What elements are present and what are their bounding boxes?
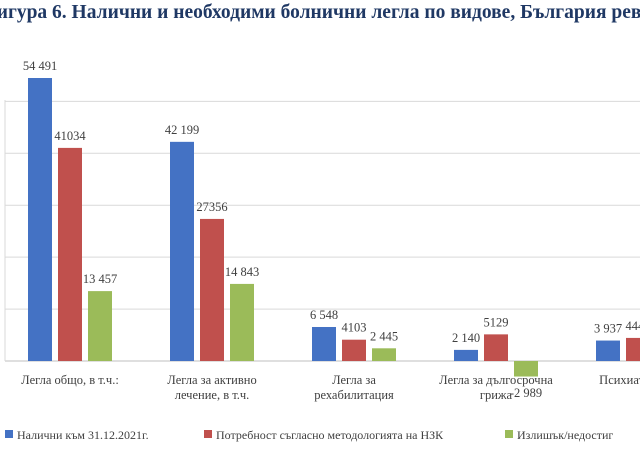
- data-label: 4103: [342, 321, 367, 335]
- data-label: 2 445: [370, 329, 398, 343]
- data-label: 41034: [54, 129, 86, 143]
- bar: [58, 147, 82, 361]
- bar: [200, 218, 224, 361]
- bar: [372, 348, 396, 361]
- legend-label: Потребност съгласно методологията на НЗК: [216, 428, 444, 442]
- data-label: 5129: [484, 315, 509, 329]
- data-label: -2 989: [510, 386, 542, 400]
- category-label: Психиатрични: [599, 373, 640, 387]
- data-label: 54 491: [23, 59, 57, 73]
- data-label: 14 843: [225, 265, 259, 279]
- category-label: Легла за дългосрочна: [439, 373, 553, 387]
- bar: [170, 141, 194, 361]
- bar: [484, 334, 508, 361]
- bar: [312, 326, 336, 361]
- bar: [342, 339, 366, 361]
- bar: [596, 340, 620, 361]
- legend-swatch: [5, 430, 13, 438]
- data-label: 42 199: [165, 123, 199, 137]
- data-label: 27356: [196, 200, 227, 214]
- legend-swatch: [204, 430, 212, 438]
- category-label: Легла общо, в т.ч.:: [21, 373, 119, 387]
- bar: [514, 361, 538, 377]
- data-label: 2 140: [452, 331, 480, 345]
- legend-label: Налични към 31.12.2021г.: [17, 428, 149, 442]
- category-label: грижа: [480, 388, 513, 402]
- data-label: 6 548: [310, 308, 338, 322]
- bar: [626, 337, 640, 361]
- bar: [88, 291, 112, 361]
- data-label: 4445: [626, 319, 640, 333]
- category-label: Легла за активно: [167, 373, 256, 387]
- data-label: 13 457: [83, 272, 117, 286]
- category-label: рехабилитация: [314, 388, 394, 402]
- data-label: 3 937: [594, 322, 622, 336]
- chart-title: Фигура 6. Налични и необходими болнични …: [0, 2, 640, 23]
- legend-label: Излишък/недостиг: [517, 428, 613, 442]
- bar: [230, 283, 254, 361]
- legend-swatch: [505, 430, 513, 438]
- bar: [454, 349, 478, 361]
- category-label: лечение, в т.ч.: [175, 388, 250, 402]
- category-label: Легла за: [332, 373, 376, 387]
- bar: [28, 78, 52, 361]
